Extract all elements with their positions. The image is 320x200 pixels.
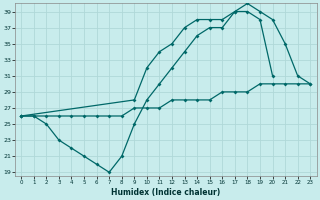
X-axis label: Humidex (Indice chaleur): Humidex (Indice chaleur) (111, 188, 220, 197)
